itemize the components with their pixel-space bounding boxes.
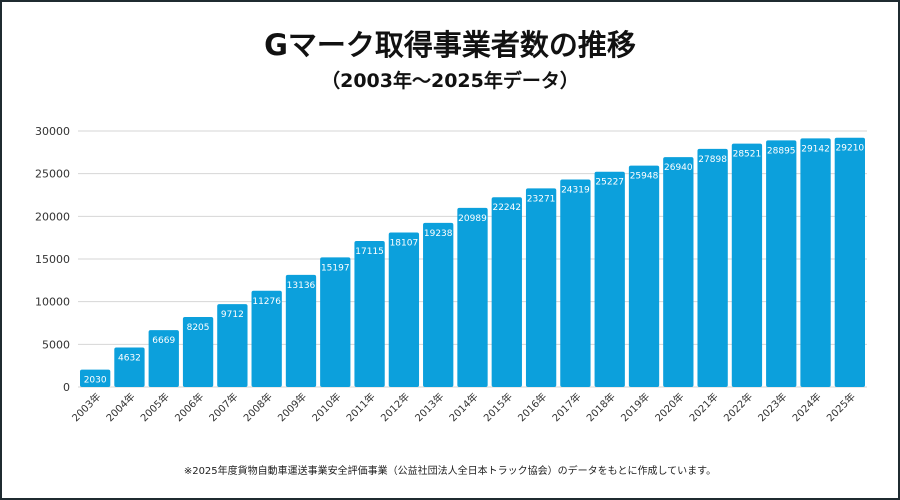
data-label: 9712 [221,310,244,320]
data-label: 25227 [595,178,624,188]
bar [594,171,625,387]
x-tick-label: 2024年 [789,390,823,424]
data-label: 6669 [152,336,175,346]
y-tick-label: 0 [63,381,70,394]
data-label: 8205 [187,323,210,333]
bar [663,157,694,387]
x-tick-label: 2010年 [309,390,343,424]
bar [388,232,420,387]
bar [560,179,591,387]
x-tick-label: 2008年 [241,390,275,424]
data-label: 26940 [664,163,693,173]
bar [800,138,831,387]
x-tick-label: 2009年 [275,390,309,424]
data-label: 20989 [458,214,487,224]
bar [114,347,145,387]
x-tick-label: 2022年 [721,390,755,424]
bar [731,143,763,387]
bar [182,316,214,387]
bar [217,304,248,387]
x-tick-label: 2019年 [618,390,652,424]
bar [148,330,179,387]
source-note: ※2025年度貨物自動車運送事業安全評価事業（公益社団法人全日本トラック協会）の… [183,466,717,477]
bar [320,257,351,387]
x-tick-label: 2023年 [755,390,789,424]
x-tick-label: 2003年 [69,390,103,424]
bar [491,197,522,387]
data-label: 22242 [492,203,521,213]
bar [525,188,557,387]
x-tick-label: 2014年 [446,390,480,424]
chart-subtitle: （2003年〜2025年データ） [321,70,579,92]
bar [80,369,111,387]
x-tick-label: 2017年 [549,390,583,424]
bar [766,140,797,387]
x-tick-label: 2013年 [412,390,446,424]
data-label: 23271 [527,194,556,204]
bar [285,274,317,387]
data-label: 11276 [252,297,281,307]
x-tick-label: 2021年 [686,390,720,424]
data-label: 2030 [84,376,107,386]
data-label: 13136 [287,281,316,291]
y-tick-label: 10000 [35,296,70,309]
y-tick-label: 15000 [35,253,70,266]
bar [251,290,282,387]
x-tick-label: 2020年 [652,390,686,424]
x-tick-label: 2016年 [515,390,549,424]
data-label: 27898 [698,155,727,165]
bar [423,222,454,387]
x-tick-label: 2005年 [138,390,172,424]
y-tick-label: 30000 [35,125,70,138]
data-label: 28895 [767,146,796,156]
y-tick-label: 20000 [35,210,70,223]
data-label: 29210 [836,144,865,154]
data-label: 19238 [424,229,453,239]
chart-title: Gマーク取得事業者数の推移 [264,28,636,62]
data-label: 24319 [561,185,590,195]
data-label: 4632 [118,353,141,363]
x-tick-label: 2025年 [824,390,858,424]
data-label: 25948 [630,172,659,182]
bar [628,165,660,387]
data-label: 28521 [733,150,762,160]
bar [834,137,865,387]
x-tick-label: 2007年 [206,390,240,424]
x-tick-label: 2012年 [378,390,412,424]
x-tick-label: 2015年 [481,390,515,424]
y-tick-label: 5000 [42,338,70,351]
bar [697,148,728,387]
y-tick-label: 25000 [35,168,70,181]
x-tick-label: 2006年 [172,390,206,424]
data-label: 17115 [355,247,384,257]
data-label: 15197 [321,263,350,273]
data-label: 29142 [801,144,830,154]
bar [354,240,385,387]
data-label: 18107 [390,238,419,248]
x-tick-label: 2011年 [343,390,377,424]
x-tick-label: 2018年 [584,390,618,424]
bar [457,207,488,387]
x-tick-label: 2004年 [103,390,137,424]
